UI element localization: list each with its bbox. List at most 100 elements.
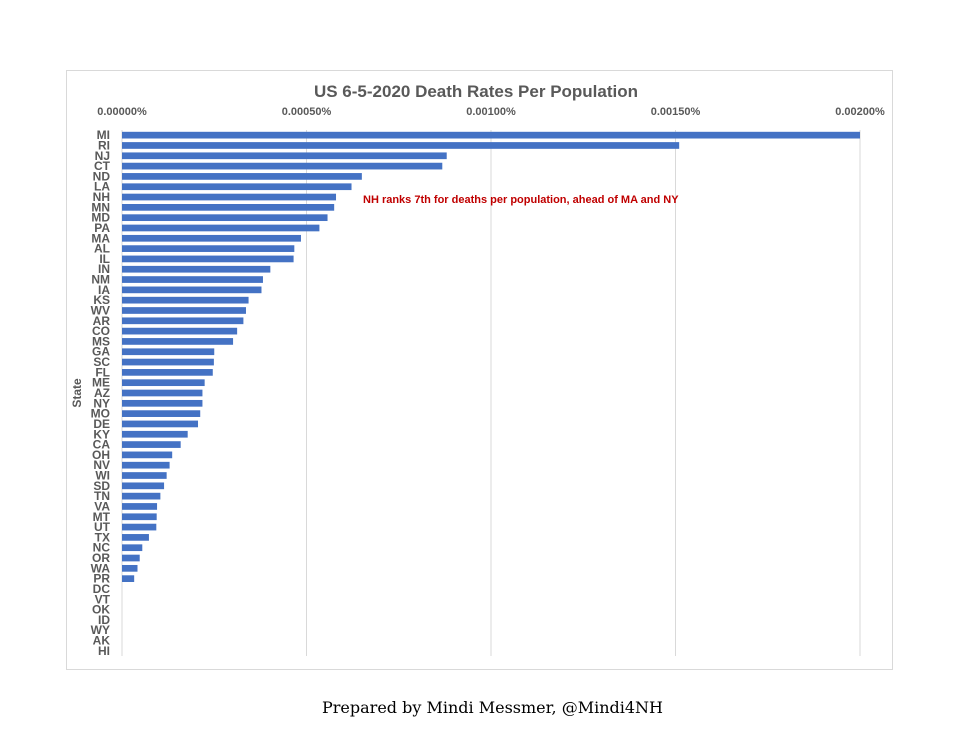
x-tick-label: 0.00100% <box>466 106 516 118</box>
category-label: KY <box>93 427 110 441</box>
bar <box>122 296 249 304</box>
y-axis-title: State <box>70 378 84 408</box>
category-label: AL <box>94 242 110 256</box>
bar <box>122 348 215 356</box>
bar <box>122 575 135 582</box>
category-label: MD <box>91 211 110 225</box>
category-label: MT <box>93 510 111 524</box>
category-label: NC <box>93 541 111 555</box>
chart-title: US 6-5-2020 Death Rates Per Population <box>314 82 638 101</box>
bar <box>122 173 362 180</box>
bar <box>122 564 138 572</box>
bar <box>122 451 173 459</box>
bar <box>122 523 157 531</box>
category-label: NM <box>91 273 110 287</box>
bar <box>122 544 143 552</box>
bar <box>122 276 263 283</box>
category-label: PR <box>93 572 110 586</box>
bar <box>122 307 246 314</box>
bar <box>122 430 188 438</box>
bar <box>122 534 149 541</box>
category-label: AK <box>93 634 111 648</box>
category-label: IA <box>98 283 110 297</box>
bar <box>122 389 203 397</box>
bar <box>122 554 140 562</box>
category-label: OR <box>92 551 110 565</box>
category-label: NJ <box>95 149 110 163</box>
bar <box>122 461 170 469</box>
bar <box>122 482 165 490</box>
category-label: MI <box>97 128 110 142</box>
category-label: RI <box>98 138 110 152</box>
category-label: NY <box>93 396 110 410</box>
bar <box>122 255 294 263</box>
bar <box>122 441 181 448</box>
category-label: WA <box>91 561 111 575</box>
footer-caption: Prepared by Mindi Messmer, @Mindi4NH <box>322 698 663 717</box>
category-label: PA <box>94 221 110 235</box>
category-label: OK <box>92 603 110 617</box>
category-label: IL <box>99 252 110 266</box>
x-tick-label: 0.00000% <box>97 106 147 118</box>
category-label: HI <box>98 644 110 658</box>
category-label: IN <box>98 262 110 276</box>
x-tick-label: 0.00150% <box>651 106 701 118</box>
category-label: CA <box>93 438 111 452</box>
category-label: NH <box>93 190 110 204</box>
x-tick-label: 0.00050% <box>282 106 332 118</box>
bar <box>122 472 167 479</box>
bar <box>122 358 214 366</box>
x-tick-label: 0.00200% <box>835 106 885 118</box>
bar <box>122 131 860 139</box>
bar <box>122 152 447 160</box>
category-label: KS <box>93 293 110 307</box>
category-label: UT <box>94 520 111 534</box>
category-label: ND <box>93 169 111 183</box>
category-label: AZ <box>94 386 110 400</box>
category-label: CO <box>92 324 110 338</box>
category-label: MA <box>91 231 110 245</box>
category-label: MN <box>91 200 110 214</box>
bar <box>122 214 328 222</box>
bar <box>122 369 213 376</box>
category-label: SC <box>93 355 110 369</box>
category-label: OH <box>92 448 110 462</box>
category-label: GA <box>92 345 110 359</box>
category-label: VT <box>95 592 111 606</box>
bar <box>122 399 203 407</box>
category-label: TN <box>94 489 110 503</box>
category-label: MS <box>92 334 110 348</box>
category-label: ME <box>92 376 110 390</box>
bar <box>122 513 157 521</box>
bar <box>122 503 158 510</box>
category-label: MO <box>91 407 110 421</box>
category-label: SD <box>93 479 110 493</box>
category-label: FL <box>95 365 110 379</box>
bar <box>122 204 335 211</box>
bar <box>122 162 443 170</box>
category-label: ID <box>98 613 110 627</box>
category-label: VA <box>94 499 110 513</box>
bar <box>122 286 262 294</box>
bar <box>122 338 234 345</box>
category-label: LA <box>94 180 110 194</box>
category-label: CT <box>94 159 111 173</box>
bar <box>122 245 295 252</box>
bar <box>122 410 201 417</box>
bar <box>122 492 161 500</box>
bar <box>122 234 301 242</box>
category-label: WY <box>91 623 110 637</box>
bar <box>122 420 199 428</box>
category-label: WV <box>91 303 110 317</box>
bar <box>122 193 337 201</box>
category-label: AR <box>93 314 111 328</box>
bar <box>122 183 352 191</box>
annotation: NH ranks 7th for deaths per population, … <box>363 194 679 206</box>
category-label: DE <box>93 417 110 431</box>
bar <box>122 142 680 149</box>
bar <box>122 265 271 273</box>
category-label: DC <box>93 582 111 596</box>
category-label: WI <box>95 469 110 483</box>
bar <box>122 317 244 325</box>
